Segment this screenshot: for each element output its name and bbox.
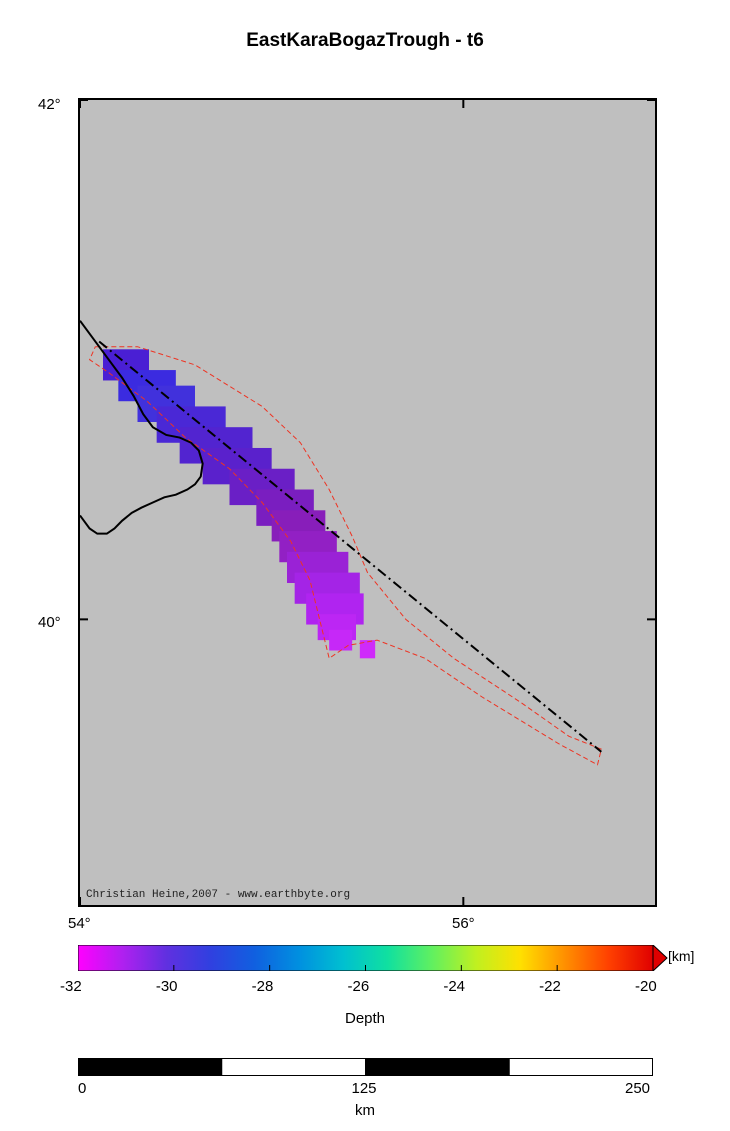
y-tick-42: 42° (38, 96, 61, 113)
colorbar-svg (78, 945, 682, 971)
map-plot-area: Christian Heine,2007 - www.earthbyte.org (78, 98, 657, 907)
x-tick-54: 54° (68, 915, 91, 932)
colorbar-ticks: -32-30-28-26-24-22-20 (78, 978, 653, 998)
scale-bar-ticks: 0 125 250 (78, 1080, 653, 1100)
map-svg (80, 100, 655, 905)
chart-title: EastKaraBogazTrough - t6 (0, 30, 730, 52)
scale-bar-label: km (0, 1102, 730, 1119)
scale-tick: 125 (352, 1080, 377, 1097)
scale-tick: 0 (78, 1080, 86, 1097)
colorbar-tick: -32 (60, 978, 82, 995)
y-tick-40: 40° (38, 614, 61, 631)
colorbar-tick: -20 (635, 978, 657, 995)
colorbar-unit: [km] (668, 948, 694, 964)
colorbar-tick: -28 (252, 978, 274, 995)
colorbar-tick: -30 (156, 978, 178, 995)
colorbar (78, 945, 653, 971)
colorbar-label: Depth (0, 1010, 730, 1027)
attribution: Christian Heine,2007 - www.earthbyte.org (86, 889, 350, 901)
colorbar-tick: -26 (348, 978, 370, 995)
scale-bar-svg (78, 1058, 653, 1076)
colorbar-tick: -22 (539, 978, 561, 995)
x-tick-56: 56° (452, 915, 475, 932)
scale-bar (78, 1058, 653, 1076)
colorbar-tick: -24 (443, 978, 465, 995)
scale-tick: 250 (625, 1080, 650, 1097)
